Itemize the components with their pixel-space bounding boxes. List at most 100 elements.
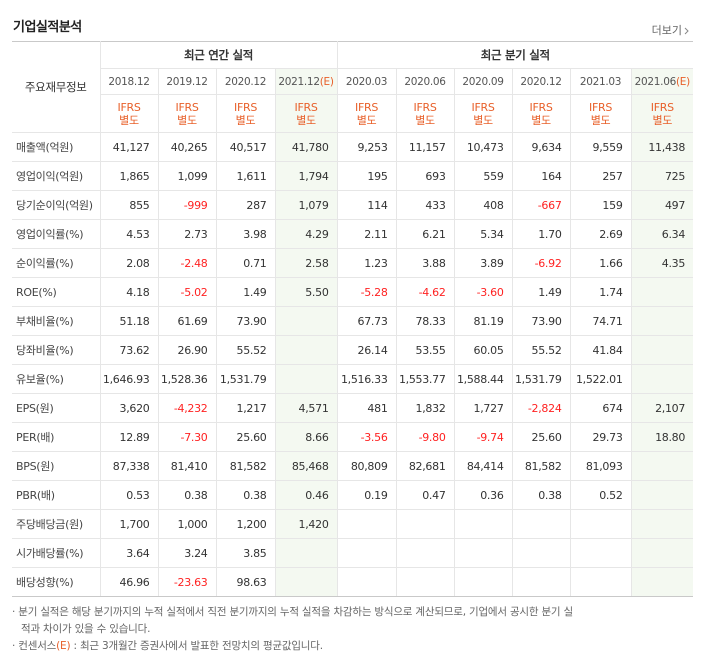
cell: 159: [569, 190, 632, 220]
cell: [630, 364, 694, 394]
period: 2019.12: [166, 75, 208, 88]
cell: 6.34: [630, 219, 694, 249]
cell: 78.33: [395, 306, 455, 336]
cell: 4.35: [630, 248, 694, 278]
cell: 3.24: [157, 538, 217, 568]
cell: -3.60: [453, 277, 513, 307]
basis: 별도: [235, 113, 256, 127]
basis: IFRS: [471, 100, 495, 114]
cell: 81,582: [511, 451, 571, 481]
data-row: 영업이익(억원) 1,865 1,099 1,611 1,794 195 693 559 164…: [12, 161, 694, 191]
period-header: 2020.03: [336, 68, 397, 95]
group-header: 최근 연간 실적: [99, 41, 338, 69]
cell: 559: [453, 161, 513, 191]
period-header: 2021.06(E): [630, 68, 694, 95]
group-header: 최근 분기 실적: [336, 41, 694, 69]
more-text[interactable]: 더보기: [651, 24, 682, 37]
basis-header: IFRS 별도: [630, 94, 694, 133]
basis-header: IFRS 별도: [215, 94, 276, 133]
cell: 84,414: [453, 451, 513, 481]
header-row: 주요재무정보 최근 연간 실적 최근 분기 실적: [12, 41, 694, 133]
cell: 497: [630, 190, 694, 220]
cell: 1,865: [99, 161, 159, 191]
cell: 80,809: [336, 451, 397, 481]
cell: 67.73: [336, 306, 397, 336]
data-row: BPS(원) 87,338 81,410 81,582 85,468 80,809 82,6…: [12, 451, 694, 481]
period: 2021.12: [278, 75, 320, 88]
cell: 98.63: [215, 567, 276, 597]
cell: 26.90: [157, 335, 217, 365]
cell: [274, 364, 338, 394]
cell: 81,093: [569, 451, 632, 481]
row-label: 당좌비율(%): [12, 335, 101, 365]
cell: [630, 277, 694, 307]
cell: 1,832: [395, 393, 455, 423]
header-row: IFRS 별도 IFRS 별도 IFRS 별도 IFRS 별도 IFRS 별도 IFRS 별도 IFRS…: [12, 94, 694, 133]
cell: [453, 538, 513, 568]
cell: 29.73: [569, 422, 632, 452]
cell: -667: [511, 190, 571, 220]
cell: 1.70: [511, 219, 571, 249]
cell: 1,200: [215, 509, 276, 539]
note-mark: (E): [56, 640, 71, 652]
cell: 81,410: [157, 451, 217, 481]
cell: 1.23: [336, 248, 397, 278]
data-row: 유보율(%) 1,646.93 1,528.36 1,531.79 1,516.33 1,…: [12, 364, 694, 394]
cell: -9.80: [395, 422, 455, 452]
data-row: 당좌비율(%) 73.62 26.90 55.52 26.14 53.55 60.05 55.…: [12, 335, 694, 365]
cell: -23.63: [157, 567, 217, 597]
cell: -5.28: [336, 277, 397, 307]
row-label: 영업이익률(%): [12, 219, 101, 249]
data-row: 주당배당금(원) 1,700 1,000 1,200 1,420: [12, 509, 694, 539]
basis-header: IFRS 별도: [336, 94, 397, 133]
cell: 0.19: [336, 480, 397, 510]
cell: 408: [453, 190, 513, 220]
data-row: 매출액(억원) 41,127 40,265 40,517 41,780 9,253 11,1…: [12, 132, 694, 162]
cell: 6.21: [395, 219, 455, 249]
cell: 1,516.33: [336, 364, 397, 394]
corner-header: 주요재무정보: [12, 41, 101, 133]
basis: IFRS: [413, 100, 437, 114]
cell: 74.71: [569, 306, 632, 336]
cell: -5.02: [157, 277, 217, 307]
basis-header: IFRS 별도: [274, 94, 338, 133]
more-link[interactable]: 더보기: [652, 22, 689, 38]
cell: -4,232: [157, 393, 217, 423]
cell: 18.80: [630, 422, 694, 452]
basis: 별도: [531, 113, 551, 127]
cell: 0.38: [511, 480, 571, 510]
finance-table: 주요재무정보 최근 연간 실적 최근 분기 실적 2018.12 2019.12 2020…: [12, 41, 694, 597]
cell: 10,473: [453, 132, 513, 162]
cell: 9,559: [569, 132, 632, 162]
cell: 9,253: [336, 132, 397, 162]
row-label: 순이익률(%): [12, 248, 101, 278]
period: 2018.12: [108, 75, 150, 88]
cell: 257: [569, 161, 632, 191]
cell: 4.18: [99, 277, 159, 307]
cell: 2.08: [99, 248, 159, 278]
cell: 87,338: [99, 451, 159, 481]
period-header: 2020.06: [395, 68, 455, 95]
cell: 0.52: [569, 480, 632, 510]
period: 2021.06: [634, 75, 677, 88]
cell: 1,794: [274, 161, 338, 191]
data-row: PER(배) 12.89 -7.30 25.60 8.66 -3.56 -9.80 -9.74…: [12, 422, 694, 452]
row-label: 주당배당금(원): [12, 509, 101, 539]
note-text: · 분기 실적은 해당 분기까지의 누적 실적에서 직전 분기까지의 누적 실적…: [12, 606, 573, 635]
cell: 81,582: [215, 451, 276, 481]
more-arrow[interactable]: [684, 27, 689, 35]
cell: 5.50: [274, 277, 338, 307]
cell: [630, 509, 694, 539]
cell: 1,420: [274, 509, 338, 539]
cell: 1.49: [511, 277, 571, 307]
basis: 별도: [415, 113, 435, 127]
cell: 1,611: [215, 161, 276, 191]
period-header: 2021.12(E): [274, 68, 338, 95]
basis: IFRS: [175, 100, 199, 114]
cell: 0.46: [274, 480, 338, 510]
cell: 1,588.44: [453, 364, 513, 394]
data-row: EPS(원) 3,620 -4,232 1,217 4,571 481 1,832 1,727…: [12, 393, 694, 423]
cell: -2,824: [511, 393, 571, 423]
row-label: 당기순이익(억원): [12, 190, 101, 220]
cell: 1,528.36: [157, 364, 217, 394]
